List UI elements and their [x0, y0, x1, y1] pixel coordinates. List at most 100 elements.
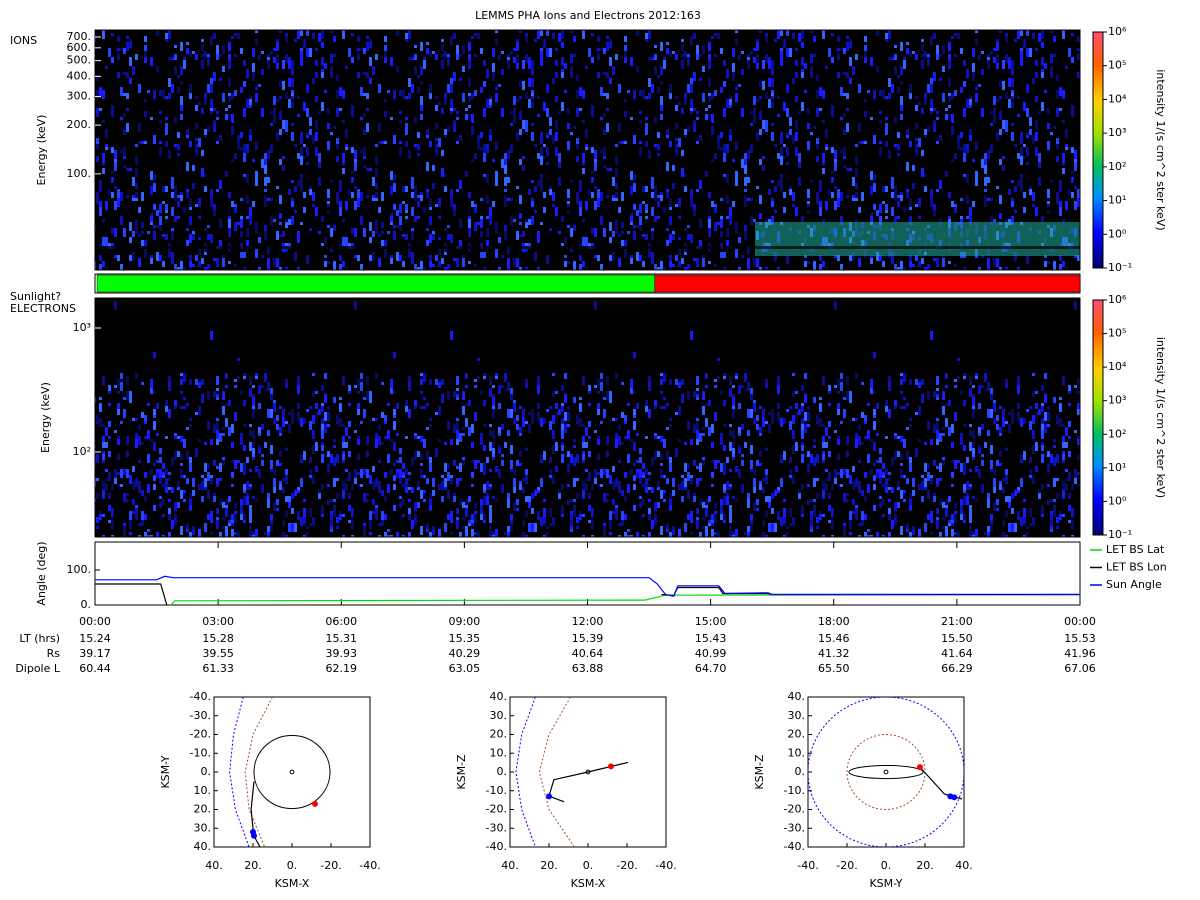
y-tick-label: -40.: [486, 840, 507, 853]
x-axis-title: KSM-Y: [869, 877, 902, 890]
x-tick-label: 20.: [244, 859, 262, 872]
x-tick-label: 20.: [916, 859, 934, 872]
y-tick-label: 20.: [788, 728, 806, 741]
x-tick-label: -20.: [836, 859, 857, 872]
legend-label: LET BS Lon: [1106, 561, 1167, 574]
orbit-frame: [807, 696, 965, 848]
x-tick-label: -40.: [359, 859, 380, 872]
y-tick-label: -20.: [190, 728, 211, 741]
y-tick-label: 500.: [67, 54, 92, 67]
x-tick-label: 40.: [955, 859, 973, 872]
orbit-point: [546, 793, 552, 800]
y-tick-label: -40.: [784, 840, 805, 853]
x-tick-label: 00:00: [79, 615, 111, 628]
ephemeris-value: 66.29: [941, 662, 973, 675]
ephemeris-value: 39.17: [79, 647, 111, 660]
y-tick-label: -10.: [486, 784, 507, 797]
colorbar-tick-label: 10¹: [1108, 461, 1126, 474]
orbit-curve: [229, 697, 250, 847]
plot-frame: [94, 541, 1081, 606]
y-tick-label: -20.: [784, 803, 805, 816]
colorbar-tick-label: 10⁶: [1108, 293, 1127, 306]
ephemeris-value: 63.05: [449, 662, 481, 675]
colorbar-tick-label: 10⁰: [1108, 227, 1127, 240]
y-tick-label: 20.: [490, 728, 508, 741]
colorbar: [1092, 299, 1104, 536]
x-tick-label: 09:00: [449, 615, 481, 628]
colorbar-tick-label: 10⁴: [1108, 360, 1127, 373]
orbit-point: [312, 800, 319, 807]
y-axis-title: KSM-Y: [159, 755, 172, 788]
ephemeris-value: 40.64: [572, 647, 604, 660]
colorbar-tick-label: 10⁻¹: [1108, 261, 1132, 274]
ephemeris-value: 63.88: [572, 662, 604, 675]
orbit-frame: [213, 696, 371, 848]
orbit-curve: [548, 761, 629, 803]
legend-label: LET BS Lat: [1106, 543, 1165, 556]
y-tick-label: 100.: [67, 563, 92, 576]
y-tick-label: 700.: [67, 30, 92, 43]
y-tick-label: -20.: [486, 803, 507, 816]
x-tick-label: 0.: [583, 859, 594, 872]
ephemeris-value: 15.53: [1064, 632, 1096, 645]
dark-line: [95, 246, 1080, 249]
x-tick-label: 21:00: [941, 615, 973, 628]
colorbar: [1092, 31, 1104, 269]
orbit-circle: [883, 769, 889, 775]
y-tick-label: 10.: [490, 746, 508, 759]
colorbar-tick-label: 10⁵: [1108, 59, 1126, 72]
ephemeris-value: 61.33: [202, 662, 234, 675]
colorbar-tick-label: 10⁴: [1108, 92, 1127, 105]
x-tick-label: -40.: [655, 859, 676, 872]
ephemeris-label: Dipole L: [15, 662, 61, 675]
y-tick-label: -10.: [190, 746, 211, 759]
colorbar-tick-label: 10³: [1108, 394, 1126, 407]
ephemeris-value: 15.43: [695, 632, 727, 645]
ephemeris-value: 39.93: [326, 647, 358, 660]
orbit-circle: [848, 764, 924, 780]
ephemeris-value: 39.55: [202, 647, 234, 660]
orbit-point: [608, 763, 615, 770]
ephemeris-value: 15.24: [79, 632, 111, 645]
orbit-circle: [253, 734, 331, 810]
ephemeris-value: 62.19: [326, 662, 358, 675]
sunlight-segment: [654, 274, 1081, 293]
legend-label: Sun Angle: [1106, 578, 1162, 591]
x-tick-label: 03:00: [202, 615, 234, 628]
y-tick-label: 300.: [67, 90, 92, 103]
y-tick-label: 400.: [67, 69, 92, 82]
y-tick-label: 10.: [788, 746, 806, 759]
panel-label: IONS: [10, 34, 37, 47]
colorbar-tick-label: 10¹: [1108, 194, 1126, 207]
colorbar-title: intensity 1/(s cm^2 ster keV): [1154, 69, 1167, 230]
ephemeris-value: 41.96: [1064, 647, 1096, 660]
colorbar-tick-label: 10⁵: [1108, 327, 1126, 340]
y-axis-title: KSM-Z: [455, 754, 468, 790]
ephemeris-label: LT (hrs): [19, 632, 60, 645]
x-tick-label: -20.: [616, 859, 637, 872]
y-tick-label: 30.: [194, 821, 212, 834]
colorbar-tick-label: 10⁰: [1108, 494, 1127, 507]
ephemeris-value: 60.44: [79, 662, 111, 675]
y-tick-label: 10²: [73, 445, 91, 458]
y-tick-label: 40.: [194, 840, 212, 853]
ion-band: [755, 222, 1080, 256]
ephemeris-value: 15.50: [941, 632, 973, 645]
x-axis-title: KSM-X: [275, 877, 310, 890]
y-tick-label: 20.: [194, 803, 212, 816]
orbit-curve: [538, 697, 575, 847]
ephemeris-value: 40.29: [449, 647, 481, 660]
y-axis-title: Angle (deg): [35, 541, 48, 605]
y-tick-label: -30.: [486, 821, 507, 834]
series-line: [95, 575, 1080, 597]
x-tick-label: -20.: [320, 859, 341, 872]
orbit-curve: [515, 697, 536, 847]
ephemeris-value: 15.39: [572, 632, 604, 645]
orbit-curve: [250, 781, 261, 847]
ephemeris-value: 15.28: [202, 632, 234, 645]
x-tick-label: 12:00: [572, 615, 604, 628]
y-axis-title: Energy (keV): [39, 382, 52, 453]
colorbar-tick-label: 10⁻¹: [1108, 528, 1132, 541]
y-tick-label: 40.: [788, 690, 806, 703]
x-tick-label: 06:00: [325, 615, 357, 628]
